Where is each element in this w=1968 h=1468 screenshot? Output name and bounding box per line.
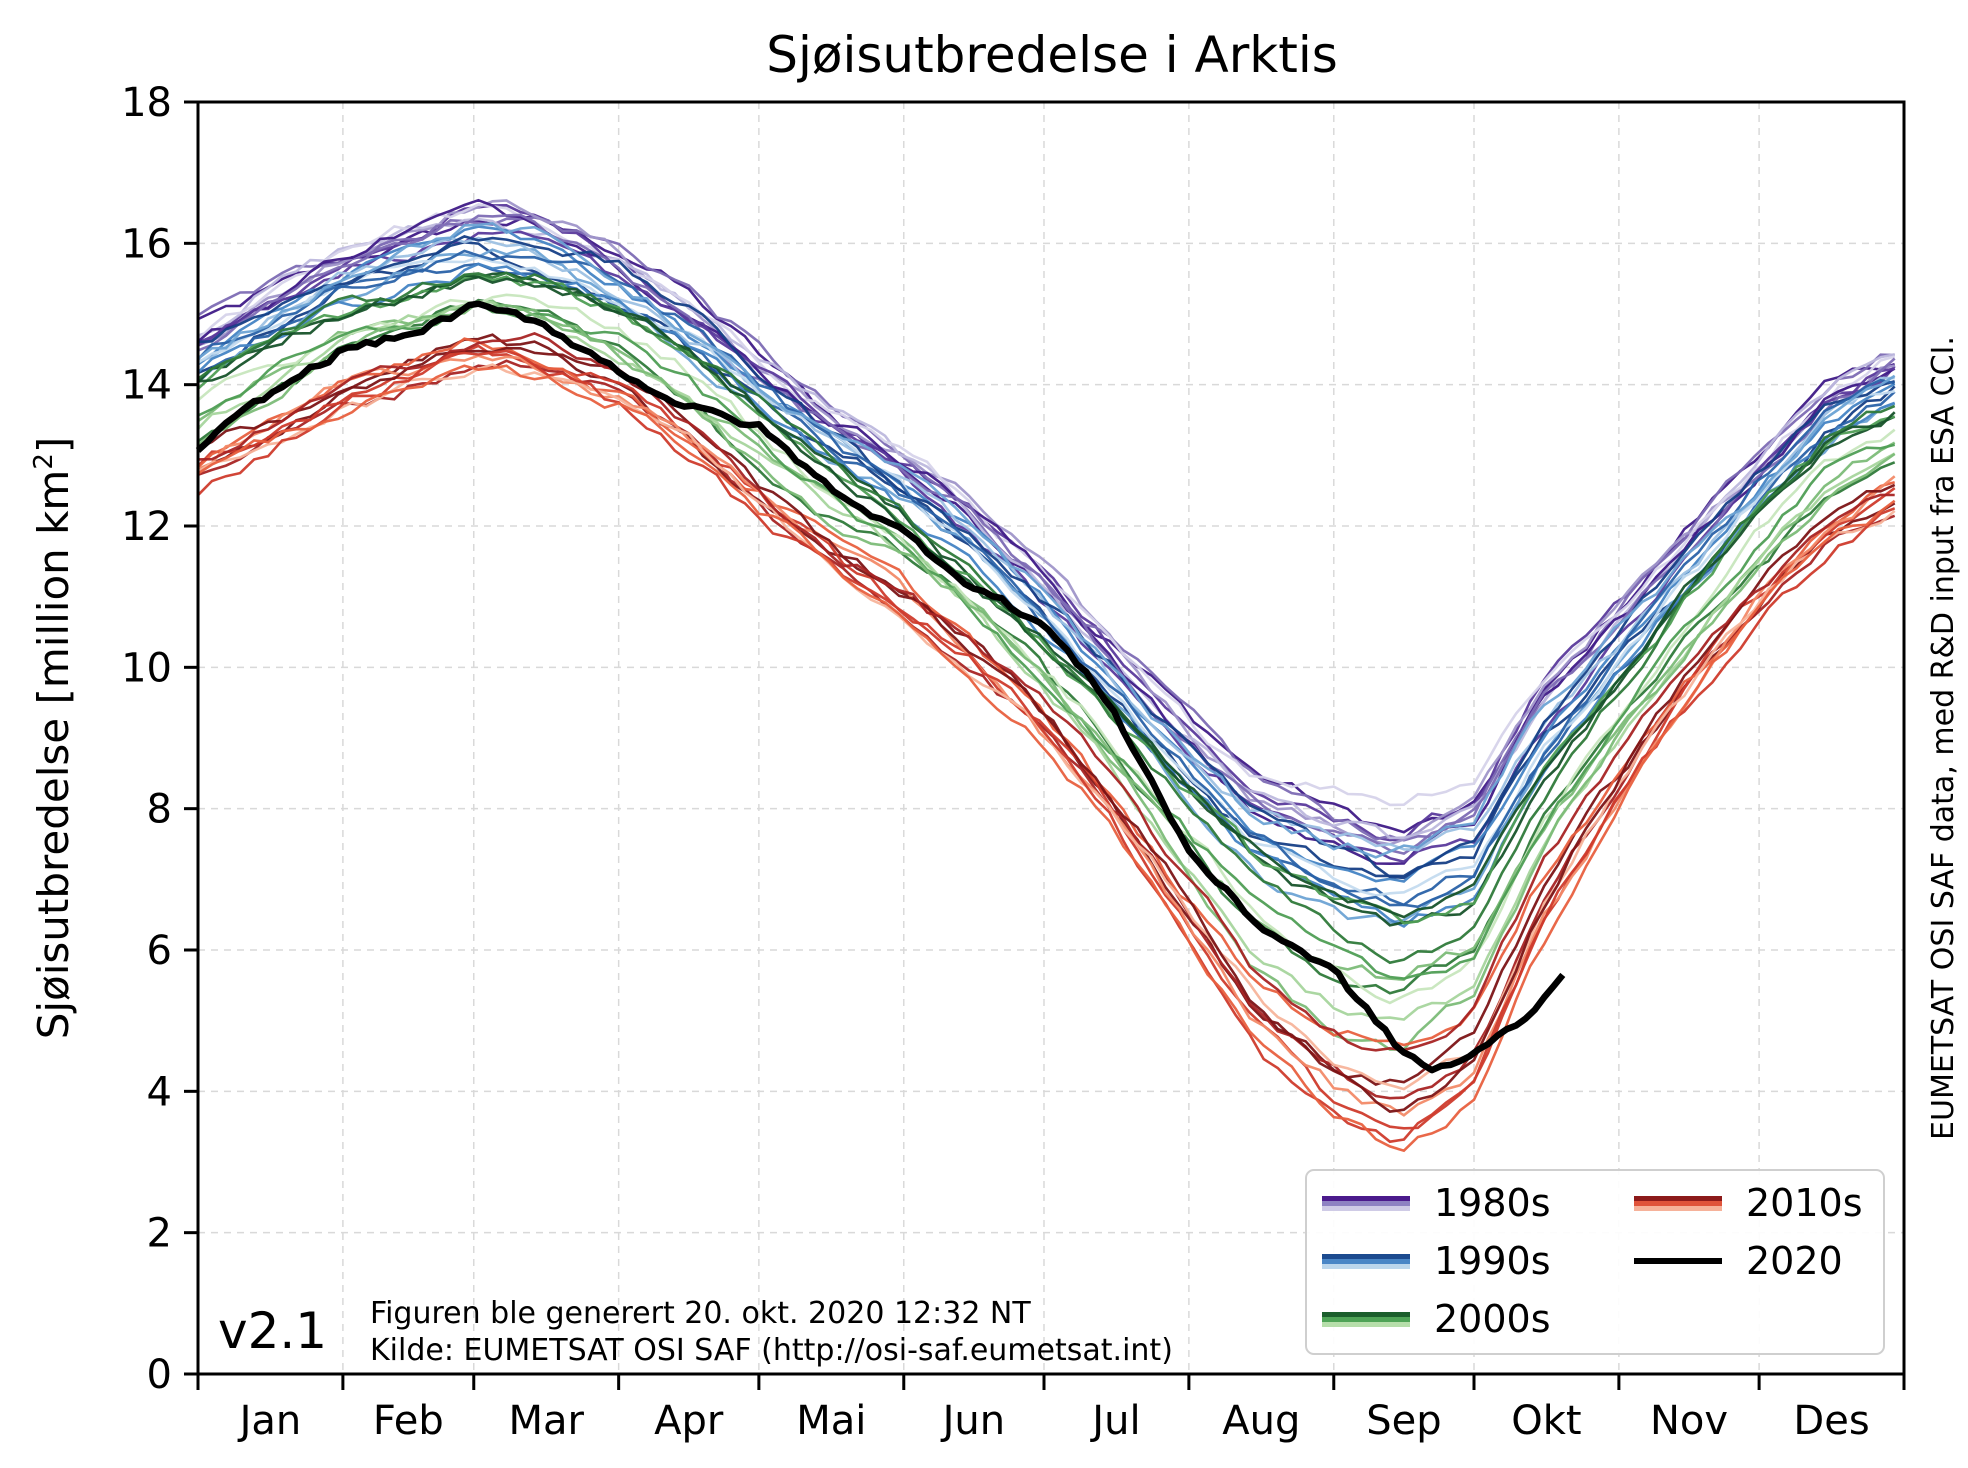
legend-swatch-2010s [1634, 1196, 1722, 1201]
series-line-2010s [197, 332, 1895, 1052]
y-tick-label: 10 [121, 645, 172, 691]
legend-swatches [1322, 1196, 1722, 1327]
series-line-2010s [197, 333, 1896, 1087]
y-tick-label: 6 [147, 928, 172, 974]
x-tick-label: Nov [1650, 1398, 1728, 1444]
version-label: v2.1 [218, 1302, 327, 1360]
x-tick-label: Mar [508, 1398, 584, 1444]
series-line-2000s [197, 300, 1896, 1051]
legend-swatch-2000s [1322, 1312, 1410, 1317]
legend-swatch-2010s [1634, 1206, 1722, 1211]
series-line-1990s [197, 262, 1896, 929]
legend-label-1980s: 1980s [1434, 1181, 1551, 1225]
x-tick-label: Feb [373, 1398, 444, 1444]
y-tick-label: 16 [121, 221, 172, 267]
series-2020-group [195, 300, 1566, 1074]
series-line-1990s [197, 221, 1896, 859]
legend-label-1990s: 1990s [1434, 1239, 1551, 1283]
legend-swatch-2000s [1322, 1317, 1410, 1322]
series-line-1990s [197, 235, 1896, 880]
legend-box [1305, 1169, 1885, 1355]
x-tick-label: Aug [1222, 1398, 1300, 1444]
x-axis: Jan Feb Mar Apr Mai Jun Jul Aug Sep Okt Nov Des [196, 1374, 1906, 1444]
legend-label-2020: 2020 [1746, 1239, 1843, 1283]
y-tick-label: 2 [147, 1211, 172, 1257]
legend-swatch-1980s [1322, 1206, 1410, 1211]
series-line-1990s [197, 240, 1896, 878]
series-line-2010s [197, 349, 1896, 1144]
x-tick-label: Jul [1089, 1398, 1140, 1444]
series-line-1990s [197, 236, 1895, 852]
x-tick-label: Mai [796, 1398, 866, 1444]
series-line-1980s [197, 198, 1896, 866]
x-tick-label: Apr [654, 1398, 724, 1444]
y-tick-label: 4 [147, 1069, 172, 1115]
legend-swatch-1990s [1322, 1254, 1410, 1259]
series-lines [197, 198, 1896, 1153]
data-credit: EUMETSAT OSI SAF data, med R&D input fra… [1926, 336, 1961, 1140]
y-axis-label-main: Sjøisutbredelse [million km [29, 470, 78, 1040]
x-tick-label: Jun [940, 1398, 1006, 1444]
x-tick-label: Des [1793, 1398, 1869, 1444]
y-axis-label-superscript: 2 [29, 453, 59, 470]
series-line-2010s [197, 346, 1896, 1113]
legend-swatch-2010s [1634, 1201, 1722, 1206]
generated-note: Figuren ble generert 20. okt. 2020 12:32… [370, 1296, 1031, 1331]
legend-swatch-1980s [1322, 1201, 1410, 1206]
x-tick-label: Sep [1366, 1398, 1441, 1444]
x-tick-label: Jan [237, 1398, 302, 1444]
y-tick-label: 18 [121, 80, 172, 126]
series-line-2000s [197, 271, 1896, 965]
series-line-2020 [195, 300, 1566, 1074]
source-note: Kilde: EUMETSAT OSI SAF (http://osi-saf.… [370, 1333, 1173, 1368]
series-line-1980s [197, 217, 1895, 840]
legend-label-2000s: 2000s [1434, 1297, 1551, 1341]
series-line-2000s [197, 300, 1896, 1021]
legend-swatch-1980s [1322, 1196, 1410, 1201]
x-tick-label: Okt [1511, 1398, 1581, 1444]
y-tick-label: 0 [147, 1352, 172, 1398]
chart-title: Sjøisutbredelse i Arktis [766, 26, 1338, 84]
y-tick-label: 14 [121, 363, 172, 409]
series-line-1980s [197, 203, 1896, 807]
y-axis: 0 2 4 6 8 10 12 14 16 18 [121, 80, 198, 1398]
y-axis-label-close: ] [29, 437, 78, 453]
series-line-2010s [197, 359, 1896, 1100]
legend-swatch-1990s [1322, 1264, 1410, 1269]
y-tick-label: 12 [121, 504, 172, 550]
plot-frame [196, 100, 1906, 1376]
legend-swatch-1990s [1322, 1259, 1410, 1264]
legend: 1980s 1990s 2000s 2010s 2020 [1305, 1169, 1885, 1355]
y-axis-label: Sjøisutbredelse [million km2] [29, 437, 78, 1040]
legend-swatch-2000s [1322, 1322, 1410, 1327]
legend-label-2010s: 2010s [1746, 1181, 1863, 1225]
y-tick-label: 8 [147, 787, 172, 833]
series-line-1980s [197, 213, 1896, 855]
series-line-2010s [197, 354, 1896, 1117]
series-line-2010s [197, 364, 1896, 1153]
series-line-1990s [197, 225, 1896, 883]
series-line-1990s [197, 249, 1895, 909]
